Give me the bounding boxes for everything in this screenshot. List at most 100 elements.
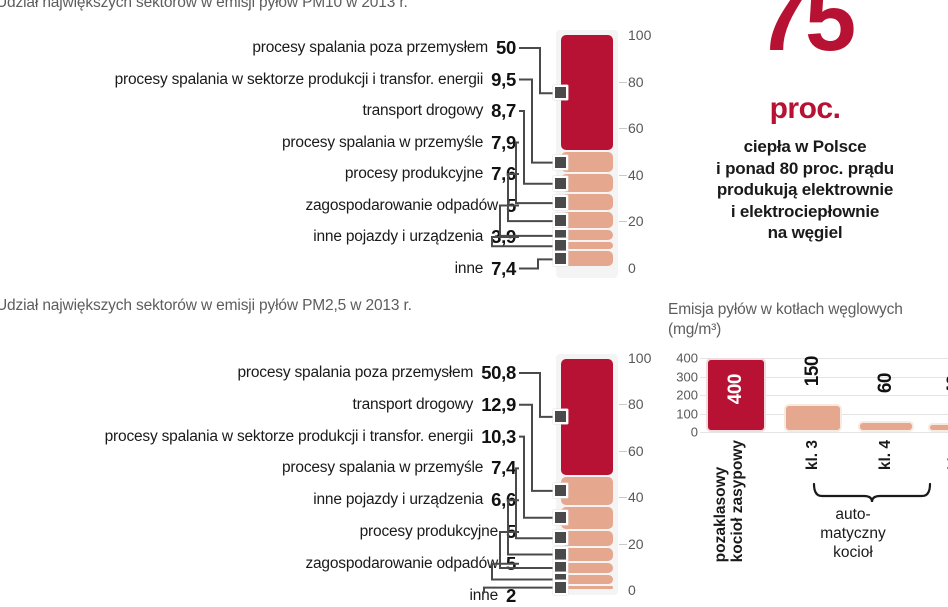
boiler-bar [784, 404, 842, 432]
boiler-bar-value: 150 [802, 356, 823, 387]
category-value: 12,9 [481, 393, 516, 415]
leader-line [499, 204, 560, 237]
segment-marker [553, 213, 568, 229]
pm10-section-title: Udział największych sektorów w emisji py… [0, 0, 408, 11]
boiler-category-label: pozaklasowy kocioł zasypowy [712, 440, 746, 562]
category-label: procesy spalania poza przemysłem [252, 39, 489, 56]
category-label: inne [454, 259, 484, 277]
segment-marker [553, 251, 568, 267]
axis-tick-label: 0 [628, 260, 636, 276]
category-value: 8,7 [491, 100, 516, 121]
stacked-segment [561, 506, 613, 529]
category-value: 7,6 [491, 163, 516, 184]
chart-label-row: procesy spalania w sektorze produkcji i … [114, 68, 517, 91]
boiler-category-label: kl. 4 [877, 440, 894, 470]
leader-line [507, 499, 560, 556]
axis-tick-label: 100 [628, 350, 652, 366]
brace-label-line: kocioł [833, 544, 873, 561]
boiler-bar-value: 60 [875, 372, 896, 394]
boiler-axis-tick-label: 0 [690, 424, 698, 440]
callout-body: ciepła w Polsce i ponad 80 proc. prądu p… [662, 136, 948, 244]
stacked-segment [561, 151, 613, 172]
axis-tick [619, 128, 627, 130]
segment-marker [553, 530, 568, 546]
callout-line-3: produkują elektrownie [716, 180, 894, 199]
gridline [700, 358, 948, 359]
pm10-leader-lines [491, 47, 560, 270]
stacked-segment [561, 586, 613, 590]
pm10-stacked-column [556, 30, 618, 278]
stacked-segment [561, 173, 613, 192]
category-value: 50,8 [481, 362, 516, 383]
category-label: procesy produkcyjne [344, 165, 484, 182]
boiler-group-label: auto-matyczny kocioł [790, 505, 916, 562]
boiler-group-brace [812, 482, 932, 503]
chart-label-row: inne 7,4 [454, 258, 517, 280]
category-value: 9,5 [491, 68, 516, 90]
stacked-segment [561, 230, 613, 240]
segment-marker [553, 509, 568, 525]
segment-marker [553, 154, 568, 170]
stacked-segment [561, 359, 613, 475]
leader-line [519, 110, 560, 185]
chart-label-row: procesy spalania w sektorze produkcji i … [104, 425, 517, 448]
callout-line-5: na węgiel [767, 223, 843, 242]
callout-line-1: ciepła w Polsce [743, 137, 867, 156]
segment-marker [553, 85, 568, 101]
category-label: procesy spalania w sektorze produkcji i … [104, 427, 474, 445]
axis-tick-label: 100 [628, 27, 652, 43]
boiler-category-line: kl. 3 [804, 440, 821, 471]
stacked-segment [561, 250, 613, 266]
axis-tick [619, 497, 627, 499]
category-label: zagospodarowanie odpadów [305, 196, 498, 214]
leader-line [491, 236, 560, 248]
callout-panel: 75 proc. ciepła w Polsce i ponad 80 proc… [662, 0, 948, 244]
boiler-axis-tick-label: 400 [676, 350, 698, 366]
boiler-category-label: kl. 3 [804, 440, 821, 470]
category-label: procesy spalania w przemyśle [282, 133, 484, 151]
axis-tick-label: 80 [628, 73, 644, 90]
leader-line [515, 467, 560, 540]
axis-tick-label: 40 [628, 489, 644, 506]
stacked-segment [561, 241, 613, 249]
leader-line [519, 403, 560, 492]
category-label: procesy spalania w sektorze produkcji i … [114, 70, 484, 88]
chart-label-row: procesy produkcyjne 7,6 [345, 163, 516, 185]
stacked-segment [561, 193, 613, 211]
pm10-chart: procesy spalania poza przemysłem 50 proces… [0, 24, 660, 286]
stacked-segment [561, 212, 613, 229]
leader-line [499, 531, 560, 569]
category-value: 7,4 [491, 457, 516, 479]
boiler-bar [706, 358, 766, 432]
chart-label-row: transport drogowy 8,7 [363, 100, 517, 122]
leader-line [519, 78, 560, 164]
category-value: 10,3 [481, 425, 516, 447]
axis-tick-label: 60 [628, 442, 644, 459]
category-label: inne pojazdy i urządzenia [313, 491, 484, 509]
brace-label-line: auto- [835, 506, 871, 523]
segment-marker [553, 408, 568, 424]
axis-tick-label: 20 [628, 213, 644, 230]
boiler-bar [928, 423, 948, 432]
boiler-bar [858, 420, 914, 432]
category-label: inne pojazdy i urządzenia [313, 228, 484, 245]
category-label: procesy spalania poza przemysłem [237, 364, 474, 381]
boiler-axis-tick-label: 100 [676, 406, 698, 421]
axis-tick [619, 543, 627, 545]
axis-tick-label: 60 [628, 120, 644, 137]
axis-tick [619, 404, 627, 406]
callout-unit: proc. [769, 92, 841, 125]
brace-label-line: matyczny [820, 525, 886, 542]
leader-line [483, 586, 560, 593]
leader-line [519, 47, 560, 95]
gridline [700, 395, 948, 396]
gridline [700, 376, 948, 378]
category-value: 7,9 [491, 131, 516, 153]
category-label: transport drogowy [362, 102, 484, 119]
leader-line [515, 141, 560, 205]
callout-number: 75 [756, 0, 856, 70]
axis-tick [619, 81, 627, 83]
leader-line [491, 562, 560, 581]
stacked-segment [561, 35, 613, 150]
